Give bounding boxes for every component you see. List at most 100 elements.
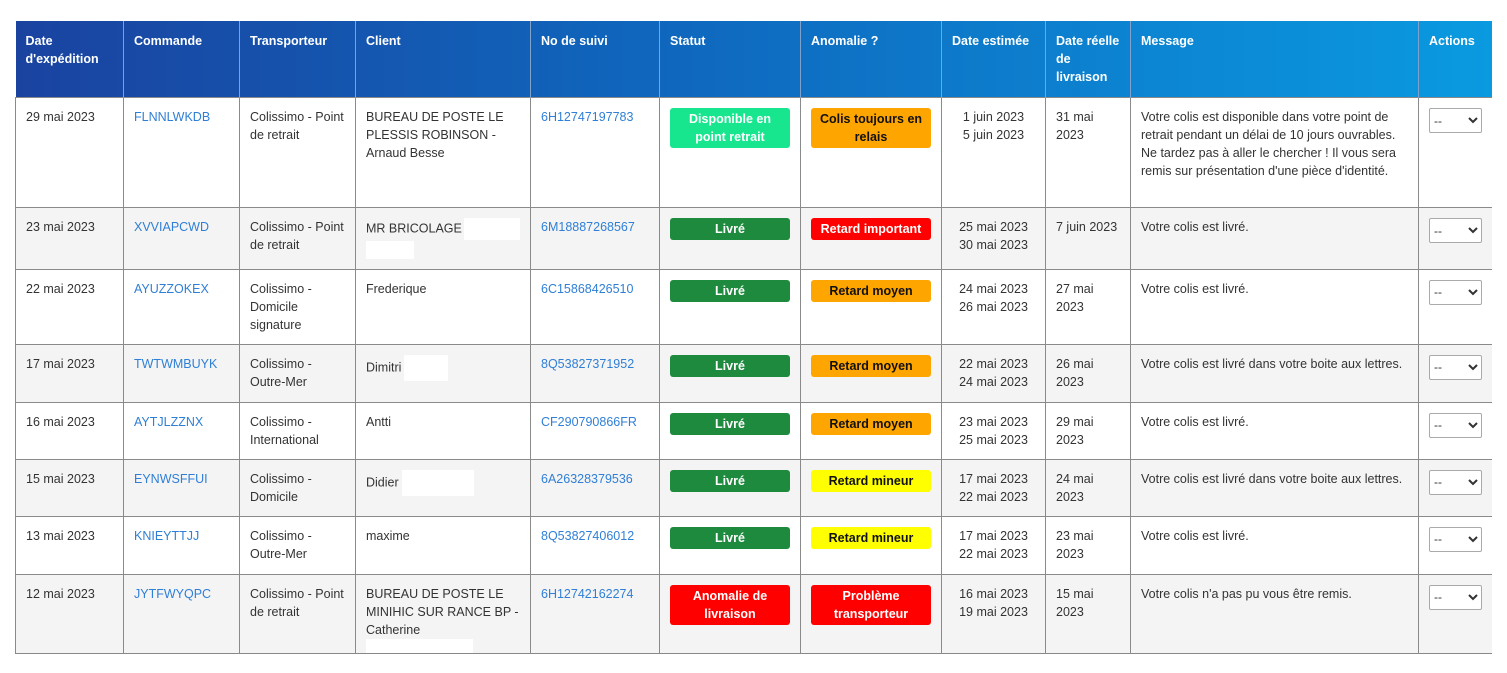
estimated-date-max: 24 mai 2023 [959,374,1028,389]
order-link[interactable]: FLNNLWKDB [134,110,211,124]
cell-actions: -- [1418,97,1492,208]
cell-carrier: Colissimo - Outre-Mer [239,515,356,575]
tracking-link[interactable]: 6M18887268567 [541,220,635,234]
column-header-statut: Statut [659,21,801,98]
real-delivery-date: 27 mai 2023 [1056,281,1094,314]
cell-estimated-date: 23 mai 2023 25 mai 2023 [941,401,1046,460]
cell-order: TWTWMBUYK [123,343,240,403]
status-badge: Livré [670,469,790,492]
anomaly-badge: Retard mineur [811,526,931,549]
table-row: 17 mai 2023 TWTWMBUYK Colissimo - Outre-… [15,343,1492,403]
ship-date: 16 mai 2023 [26,414,95,429]
cell-actions: -- [1418,207,1492,270]
order-link[interactable]: KNIEYTTJJ [134,528,200,543]
cell-anomaly: Problème transporteur [800,573,942,653]
order-link[interactable]: TWTWMBUYK [134,356,218,371]
tracking-link[interactable]: 6H12742162274 [541,586,634,601]
cell-tracking: 6C15868426510 [530,268,660,345]
cell-carrier: Colissimo - Point de retrait [239,207,356,270]
tracking-link[interactable]: 6H12747197783 [541,110,634,124]
actions-select[interactable]: -- [1429,354,1482,380]
cell-client: Frederique [355,268,531,345]
column-header-date-expedition: Date d'expédition [15,21,124,98]
estimated-date-min: 22 mai 2023 [959,356,1028,371]
actions-select[interactable]: -- [1429,412,1482,438]
ship-date: 17 mai 2023 [26,356,95,371]
order-link[interactable]: JYTFWYQPC [134,586,212,601]
ship-date: 12 mai 2023 [26,586,95,601]
estimated-date-max: 22 mai 2023 [959,489,1028,504]
anomaly-badge: Retard important [811,218,931,240]
actions-select[interactable]: -- [1429,218,1482,243]
tracking-link[interactable]: CF290790866FR [541,414,637,429]
real-delivery-date: 23 mai 2023 [1056,528,1094,561]
cell-client: Antti [355,401,531,460]
ship-date: 23 mai 2023 [26,220,95,234]
order-link[interactable]: XVVIAPCWD [134,220,210,234]
column-header-date-reelle: Date réelle de livraison [1045,21,1131,98]
carrier: Colissimo - Domicile signature [250,281,312,332]
cell-real-date: 29 mai 2023 [1045,401,1131,460]
cell-status: Livré [659,343,801,403]
table-row: 23 mai 2023 XVVIAPCWD Colissimo - Point … [15,207,1492,270]
cell-order: FLNNLWKDB [123,97,240,208]
estimated-date-min: 24 mai 2023 [959,281,1028,296]
cell-anomaly: Retard important [800,207,942,270]
order-link[interactable]: AYTJLZZNX [134,414,204,429]
anomaly-badge: Retard moyen [811,279,931,302]
column-header-message: Message [1130,21,1419,98]
table-row: 15 mai 2023 EYNWSFFUI Colissimo - Domici… [15,458,1492,517]
cell-status: Livré [659,401,801,460]
client-name: Frederique [366,281,427,296]
actions-select[interactable]: -- [1429,584,1482,610]
order-link[interactable]: EYNWSFFUI [134,471,208,486]
message-text: Votre colis n'a pas pu vous être remis. [1141,586,1352,601]
ship-date: 15 mai 2023 [26,471,95,486]
column-header-date-estimee: Date estimée [941,21,1046,98]
carrier: Colissimo - Outre-Mer [250,528,312,561]
message-text: Votre colis est livré dans votre boite a… [1141,356,1403,371]
cell-date: 13 mai 2023 [15,515,124,575]
cell-actions: -- [1418,343,1492,403]
cell-anomaly: Retard moyen [800,343,942,403]
redacted-area [401,469,474,496]
estimated-date-min: 17 mai 2023 [959,471,1028,486]
column-header-actions: Actions [1418,21,1492,98]
order-link[interactable]: AYUZZOKEX [134,281,209,296]
carrier: Colissimo - Domicile [250,471,312,504]
cell-order: KNIEYTTJJ [123,515,240,575]
tracking-link[interactable]: 6A26328379536 [541,471,633,486]
actions-select[interactable]: -- [1429,279,1482,305]
cell-real-date: 15 mai 2023 [1045,573,1131,653]
tracking-link[interactable]: 6C15868426510 [541,281,634,296]
anomaly-badge: Retard moyen [811,412,931,435]
cell-date: 16 mai 2023 [15,401,124,460]
estimated-date-min: 25 mai 2023 [959,220,1028,234]
real-delivery-date: 29 mai 2023 [1056,414,1094,447]
actions-select[interactable]: -- [1429,526,1482,552]
client-name: MR BRICOLAGE [366,221,462,236]
anomaly-badge: Problème transporteur [811,584,931,625]
status-badge: Disponible en point retrait [670,108,790,148]
cell-real-date: 24 mai 2023 [1045,458,1131,517]
cell-client: BUREAU DE POSTE LE PLESSIS ROBINSON - Ar… [355,97,531,208]
cell-message: Votre colis est livré. [1130,401,1419,460]
tracking-link[interactable]: 8Q53827406012 [541,528,635,543]
actions-select[interactable]: -- [1429,108,1482,133]
cell-tracking: 6M18887268567 [530,207,660,270]
actions-select[interactable]: -- [1429,469,1482,495]
redacted-area [366,240,414,259]
cell-tracking: 6H12742162274 [530,573,660,653]
cell-client: Didier [355,458,531,517]
estimated-date-max: 22 mai 2023 [959,546,1028,561]
carrier: Colissimo - Point de retrait [250,110,344,142]
status-badge: Livré [670,354,790,377]
cell-anomaly: Retard mineur [800,515,942,575]
cell-actions: -- [1418,458,1492,517]
shipments-table: Date d'expédition Commande Transporteur Cli… [15,21,1492,653]
table-row: 16 mai 2023 AYTJLZZNX Colissimo - Intern… [15,401,1492,460]
cell-estimated-date: 17 mai 2023 22 mai 2023 [941,458,1046,517]
cell-anomaly: Colis toujours en relais [800,97,942,208]
tracking-link[interactable]: 8Q53827371952 [541,356,635,371]
cell-date: 23 mai 2023 [15,207,124,270]
